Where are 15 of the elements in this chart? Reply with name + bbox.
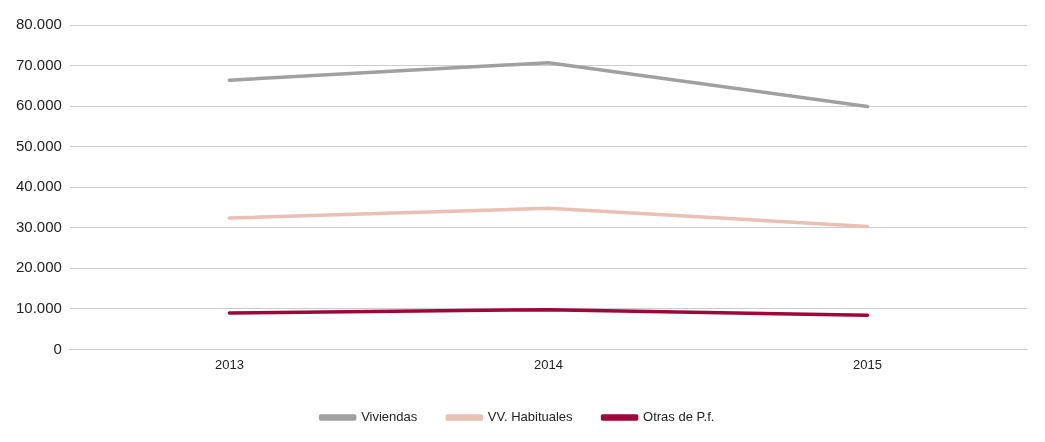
y-tick-label: 0 — [53, 339, 62, 357]
y-tick-label: 20.000 — [15, 258, 62, 276]
x-tick-label: 2015 — [853, 356, 882, 372]
legend-label: VV. Habituales — [487, 409, 574, 425]
legend-label: Otras de P.f. — [643, 409, 715, 425]
y-tick-label: 40.000 — [15, 177, 62, 195]
y-tick-label: 60.000 — [15, 96, 62, 114]
y-tick-label: 80.000 — [15, 15, 62, 33]
x-tick-label: 2013 — [214, 356, 244, 372]
y-tick-label: 50.000 — [15, 136, 62, 154]
y-tick-label: 10.000 — [15, 298, 62, 316]
x-tick-label: 2014 — [533, 356, 563, 372]
y-tick-label: 30.000 — [15, 217, 62, 235]
legend-label: Viviendas — [361, 409, 418, 425]
y-tick-label: 70.000 — [15, 55, 62, 73]
